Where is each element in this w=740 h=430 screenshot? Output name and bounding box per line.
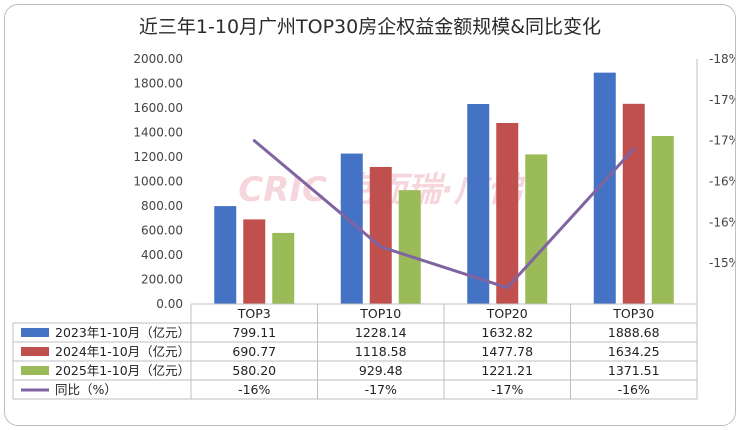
y-left-tick-label: 800.00	[141, 199, 183, 213]
legend-label-1: 2024年1-10月（亿元）	[55, 344, 190, 359]
data-table: TOP3 TOP10 TOP20 TOP30 2023年1-10月（亿元） 799.11 1…	[12, 303, 698, 400]
category-label-3: TOP30	[612, 306, 654, 321]
y-left-tick-label: 2000.00	[133, 52, 183, 66]
plot-area: 0.00 200.00 400.00 600.00 800.00 1000.00 1200.…	[133, 52, 735, 311]
bar-2-2	[525, 154, 548, 304]
bar-1-2	[496, 122, 519, 304]
y-left-tick-label: 1200.00	[133, 150, 183, 164]
y-left-tick-label: 0.00	[156, 297, 183, 311]
bar-0-2	[467, 103, 490, 304]
y-left-tick-label: 200.00	[141, 273, 183, 287]
data-label-2-0: 580.20	[232, 363, 276, 378]
bar-0-3	[593, 72, 616, 304]
data-label-1-2: 1477.78	[481, 344, 533, 359]
y-right-tick-label: -17%	[709, 93, 735, 107]
data-label-2-3: 1371.51	[608, 363, 660, 378]
legend-swatch-0	[21, 328, 49, 337]
yoy-point-0	[252, 139, 256, 143]
y-right-tick-label: -15%	[709, 256, 735, 270]
legend-swatch-2	[21, 366, 49, 375]
bar-1-0	[243, 219, 266, 304]
yoy-point-3	[632, 147, 636, 151]
yoy-label-1: -17%	[365, 382, 397, 397]
data-label-2-1: 929.48	[359, 363, 403, 378]
y-left-tick-label: 1600.00	[133, 101, 183, 115]
data-label-0-2: 1632.82	[481, 325, 533, 340]
category-label-2: TOP20	[486, 306, 528, 321]
yoy-line	[253, 139, 635, 290]
bar-0-1	[340, 153, 363, 304]
data-label-2-2: 1221.21	[481, 363, 533, 378]
bar-2-1	[398, 190, 421, 304]
bar-1-1	[369, 166, 392, 304]
data-label-0-1: 1228.14	[355, 325, 407, 340]
yoy-point-2	[505, 286, 509, 290]
yoy-label-0: -16%	[238, 382, 270, 397]
yoy-label-2: -17%	[491, 382, 523, 397]
bar-2-3	[651, 135, 674, 304]
chart-title: 近三年1-10月广州TOP30房企权益金额规模&同比变化	[139, 16, 601, 38]
bar-1-3	[622, 103, 645, 304]
y-right-tick-label: -16%	[709, 175, 735, 189]
y-right-tick-label: -16%	[709, 215, 735, 229]
y-right-tick-label: -17%	[709, 134, 735, 148]
y-left-tick-label: 1000.00	[133, 175, 183, 189]
legend-swatch-1	[21, 347, 49, 356]
category-label-1: TOP10	[359, 306, 401, 321]
y-right-tick-label: -18%	[709, 52, 735, 66]
legend-label-0: 2023年1-10月（亿元）	[55, 325, 190, 340]
data-label-0-0: 799.11	[232, 325, 276, 340]
y-left-tick-label: 600.00	[141, 224, 183, 238]
legend-label-yoy: 同比（%）	[55, 382, 117, 397]
legend-label-2: 2025年1-10月（亿元）	[55, 363, 190, 378]
chart-svg: 近三年1-10月广州TOP30房企权益金额规模&同比变化 CRIC 克而瑞·广佛…	[12, 16, 735, 400]
y-left-tick-label: 400.00	[141, 248, 183, 262]
y-left-tick-label: 1800.00	[133, 77, 183, 91]
data-label-0-3: 1888.68	[608, 325, 660, 340]
data-label-1-0: 690.77	[232, 344, 276, 359]
yoy-label-3: -16%	[618, 382, 650, 397]
chart-card: 近三年1-10月广州TOP30房企权益金额规模&同比变化 CRIC 克而瑞·广佛…	[4, 4, 736, 426]
data-label-1-1: 1118.58	[355, 344, 407, 359]
yoy-point-1	[379, 245, 383, 249]
bar-2-0	[272, 232, 295, 304]
y-left-tick-label: 1400.00	[133, 126, 183, 140]
category-label-0: TOP3	[237, 306, 271, 321]
data-label-1-3: 1634.25	[608, 344, 660, 359]
bar-0-0	[214, 206, 237, 304]
